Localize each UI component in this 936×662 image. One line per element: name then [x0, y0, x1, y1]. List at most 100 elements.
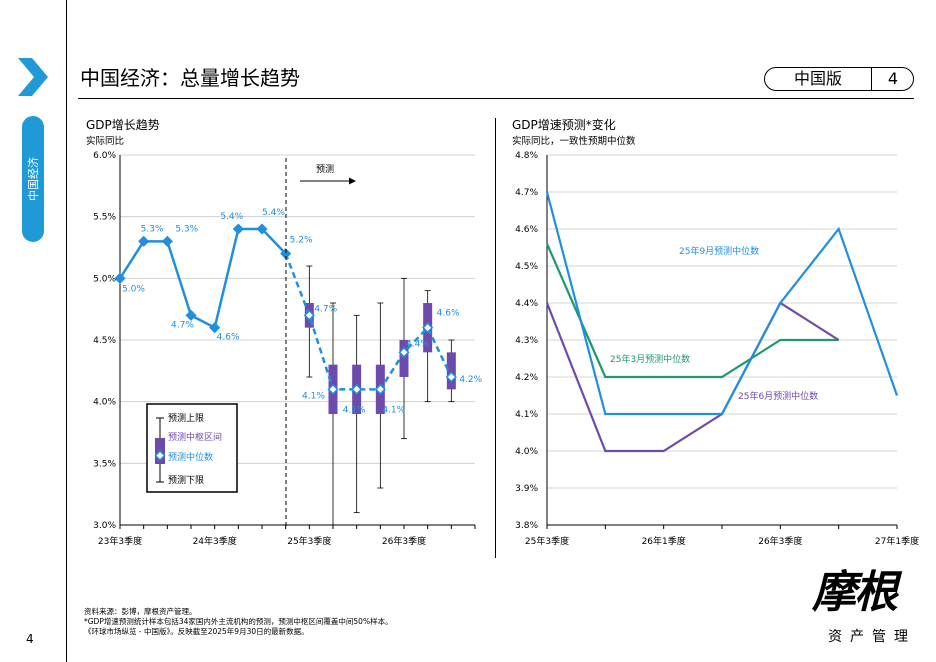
chart1-subtitle: 实际同比 [86, 135, 124, 147]
logo-subtitle: 资产管理 [828, 629, 916, 645]
brand-logo: 摩根 资产管理 [812, 566, 922, 650]
forecast-iqr-box [423, 303, 433, 353]
actual-gdp-point [256, 223, 268, 235]
logo-mark: 摩根 [812, 567, 898, 618]
chart1-y-tick-label: 3.0% [93, 521, 116, 531]
actual-gdp-point [232, 223, 244, 235]
chart2-y-tick-label: 4.8% [515, 151, 538, 161]
chart1-y-tick-label: 3.5% [93, 459, 116, 469]
chart1-x-tick-label: 26年3季度 [382, 535, 426, 547]
forecast-iqr-box [399, 340, 409, 377]
chart1-title: GDP增长趋势 [86, 118, 160, 132]
forecast-data-label: 4.7% [314, 304, 337, 314]
header-page-number: 4 [887, 69, 899, 88]
forecast-iqr-box [352, 364, 362, 414]
chart2-title: GDP增速预测*变化 [512, 117, 616, 132]
chart2-y-tick-label: 4.0% [515, 447, 538, 457]
chart1-y-tick-label: 6.0% [93, 151, 116, 161]
chart2-y-tick-label: 4.5% [515, 262, 538, 272]
chart1-y-tick-label: 5.5% [93, 213, 116, 223]
legend-iqr-swatch [155, 438, 165, 464]
section-tab[interactable]: 中国经济 [22, 116, 44, 242]
legend-median: 预测中位数 [168, 451, 213, 463]
forecast-median-point [398, 346, 410, 358]
chart2-y-tick-label: 4.6% [515, 225, 538, 235]
forecast-median-point [374, 383, 386, 395]
forecast-iqr-box [328, 364, 338, 414]
chart2-y-tick-label: 4.7% [515, 188, 538, 198]
series-label-mar: 25年3月预测中位数 [610, 353, 690, 365]
legend-lower: 预测下限 [168, 475, 204, 486]
chart2-y-tick-label: 4.3% [515, 336, 538, 346]
chart2-x-tick-label: 26年1季度 [642, 535, 686, 547]
forecast-median-point [303, 309, 315, 321]
legend-upper: 预测上限 [168, 413, 204, 424]
footer-page-number: 4 [26, 632, 34, 646]
forecast-data-label: 4.1% [302, 391, 325, 401]
chart1-legend: 预测上限 预测中枢区间 预测中位数 预测下限 [146, 403, 238, 493]
forecast-data-label: 4.1% [343, 405, 366, 415]
actual-data-label: 4.6% [217, 333, 240, 343]
forecast-series-line [545, 301, 840, 453]
chart2-y-tick-label: 4.1% [515, 410, 538, 420]
forecast-marker-label: 预测 [316, 164, 334, 175]
chart2-y-tick-label: 4.2% [515, 373, 538, 383]
actual-data-label: 4.7% [171, 320, 194, 330]
forecast-median-point [351, 383, 363, 395]
badge-divider [871, 68, 872, 90]
actual-gdp-point [114, 272, 126, 284]
forecast-series-line [545, 243, 839, 379]
forecast-series-line [545, 191, 899, 416]
actual-gdp-point [161, 235, 173, 247]
forecast-data-label: 4.4% [406, 339, 429, 349]
section-tab-label: 中国经济 [27, 157, 40, 201]
left-margin-rule [66, 0, 67, 662]
forecast-data-label: 4.2% [459, 375, 482, 385]
actual-gdp-point [209, 322, 221, 334]
chart1-y-tick-label: 4.5% [93, 336, 116, 346]
chart1-x-tick-label: 25年3季度 [287, 535, 331, 547]
chart2-x-tick-label: 25年3季度 [525, 535, 569, 547]
actual-data-label: 5.4% [262, 208, 285, 218]
actual-data-label: 5.0% [122, 284, 145, 294]
source-line: 《环球市场纵览 - 中国版》。反映截至2025年9月30日的最新数据。 [84, 627, 309, 636]
legend-iqr: 预测中枢区间 [168, 431, 222, 443]
source-line: *GDP增速预测统计样本包括34家国内外主流机构的预测，预测中枢区间覆盖中间50… [84, 617, 393, 626]
chart1-x-tick-label: 23年3季度 [98, 535, 142, 547]
chart1-y-tick-label: 4.0% [93, 398, 116, 408]
forecast-median-point [327, 383, 339, 395]
forecast-arrow-head [349, 177, 356, 185]
chevron-right-icon [18, 58, 48, 96]
sources-note: 资料来源：彭博，摩根资产管理。 *GDP增速预测统计样本包括34家国内外主流机构… [84, 607, 393, 637]
chart2-y-tick-label: 4.4% [515, 299, 538, 309]
page-title: 中国经济：总量增长趋势 [80, 66, 300, 90]
edition-badge: 中国版 4 [764, 67, 914, 91]
panel-divider [495, 118, 496, 558]
chart2-x-tick-label: 27年1季度 [875, 535, 919, 547]
chart1-x-tick-label: 24年3季度 [193, 535, 237, 547]
series-label-jun: 25年6月预测中位数 [738, 390, 818, 402]
actual-gdp-line [118, 227, 287, 330]
series-label-sep: 25年9月预测中位数 [679, 245, 759, 257]
legend-median-marker [154, 449, 166, 462]
actual-data-label: 5.2% [290, 236, 313, 246]
chart2-y-tick-label: 3.8% [515, 521, 538, 531]
forecast-iqr-box [304, 303, 314, 328]
chart2-x-tick-label: 26年3季度 [758, 535, 802, 547]
title-divider [78, 98, 914, 99]
chart2-y-tick-label: 3.9% [515, 484, 538, 494]
actual-gdp-point [185, 309, 197, 321]
forecast-median-point [422, 322, 434, 334]
chart1-y-tick-label: 5.0% [93, 274, 116, 284]
legend-box [146, 403, 238, 493]
forecast-data-label: 4.6% [437, 309, 460, 319]
actual-gdp-point [280, 248, 292, 260]
forecast-data-label: 4.1% [382, 405, 405, 415]
forecast-iqr-box [446, 352, 456, 390]
forecast-iqr-box [375, 364, 385, 414]
actual-data-label: 5.3% [141, 224, 164, 234]
source-line: 资料来源：彭博，摩根资产管理。 [84, 607, 197, 616]
forecast-median-point [445, 371, 457, 383]
